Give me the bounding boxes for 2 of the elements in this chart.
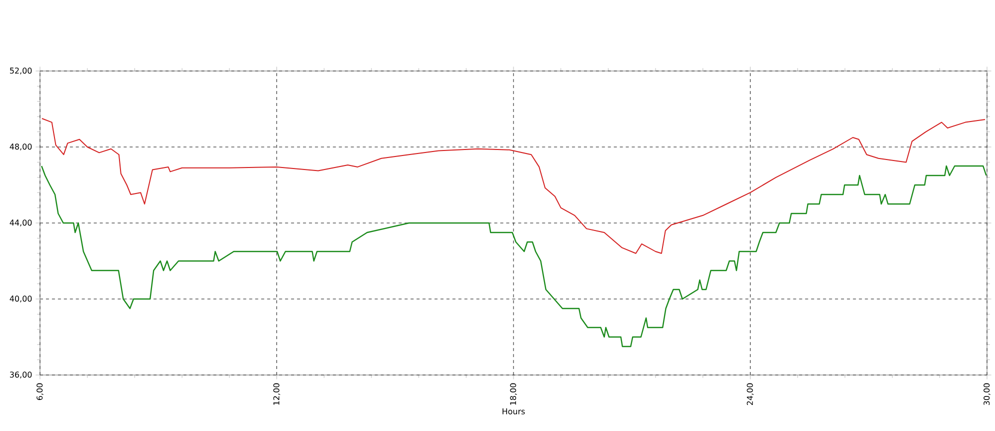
line-series	[41, 118, 986, 254]
line-series	[40, 165, 987, 348]
